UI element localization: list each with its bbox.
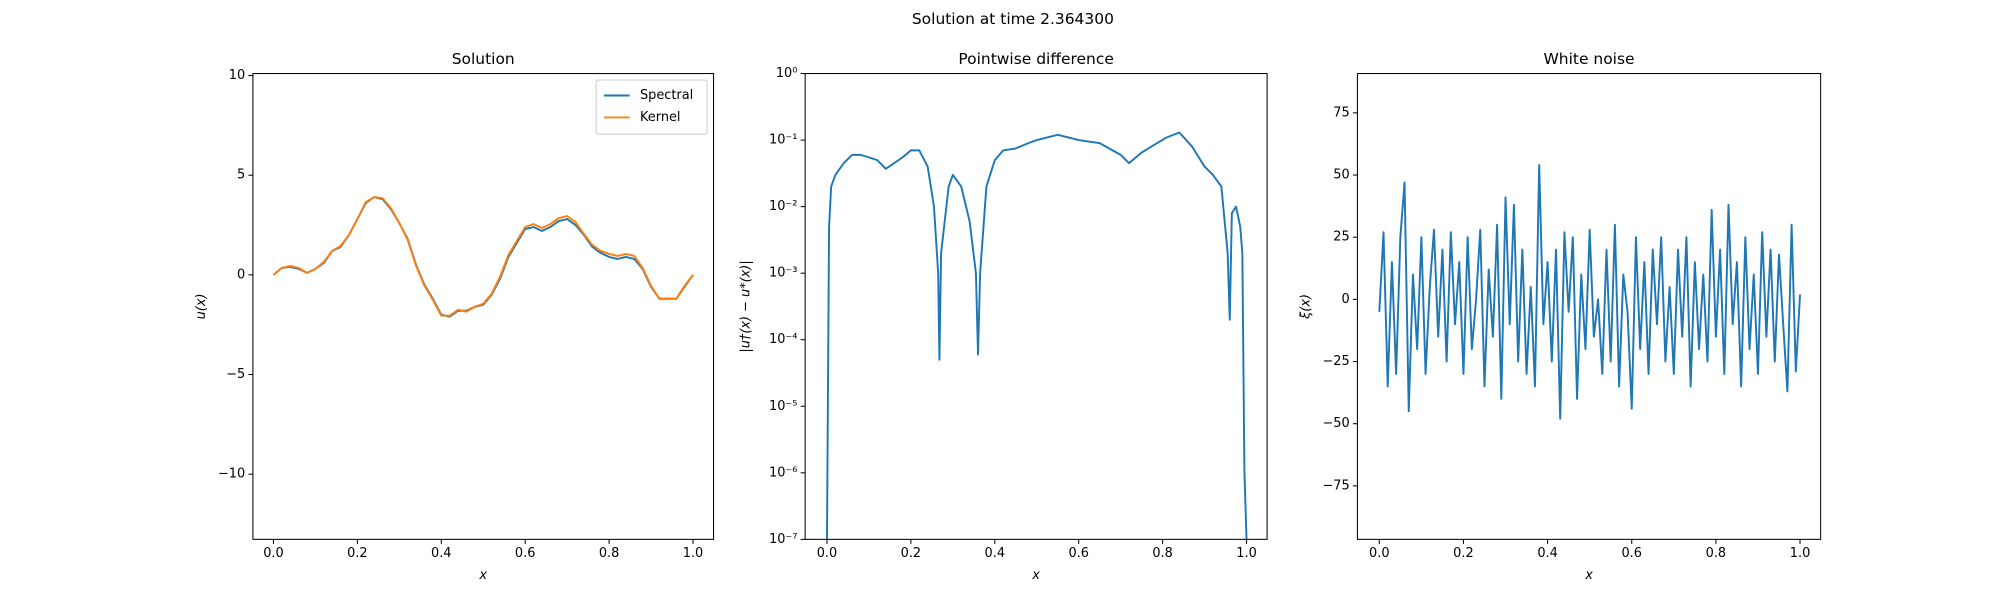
y-tick-label: 25 xyxy=(1333,230,1349,245)
y-tick-label: −75 xyxy=(1322,478,1349,493)
y-tick-label: −5 xyxy=(226,367,245,382)
x-axis-label: x xyxy=(1031,568,1040,583)
y-axis-label: ξ(x) xyxy=(1298,294,1313,320)
x-tick-label: 0.2 xyxy=(347,546,368,561)
x-tick-label: 0.6 xyxy=(1621,546,1642,561)
x-tick-label: 0.8 xyxy=(1152,546,1173,561)
x-tick-label: 0.2 xyxy=(901,546,922,561)
plot-area xyxy=(272,196,694,318)
x-tick-label: 0.4 xyxy=(431,546,452,561)
x-tick-label: 0.0 xyxy=(263,546,284,561)
axes-title: Pointwise difference xyxy=(958,50,1114,68)
y-tick-label: 10⁻⁷ xyxy=(769,532,797,547)
x-tick-label: 1.0 xyxy=(1236,546,1257,561)
x-axis-label: x xyxy=(478,568,487,583)
data-line xyxy=(826,131,1248,540)
y-tick-label: 10⁻¹ xyxy=(769,133,797,148)
y-tick-label: 75 xyxy=(1333,105,1349,120)
y-tick-label: −10 xyxy=(218,467,245,482)
legend-label: Kernel xyxy=(640,110,680,125)
y-axis-label: u(x) xyxy=(194,294,209,320)
axes-frame xyxy=(1356,73,1822,540)
x-tick-label: 1.0 xyxy=(1790,546,1811,561)
x-tick-label: 0.4 xyxy=(1537,546,1558,561)
axes-title: White noise xyxy=(1544,50,1635,68)
y-tick-label: 5 xyxy=(237,168,245,183)
y-tick-label: 10⁰ xyxy=(776,66,798,81)
legend-box xyxy=(595,79,708,135)
x-tick-label: 0.8 xyxy=(599,546,620,561)
y-tick-label: 10 xyxy=(229,68,245,83)
x-tick-label: 0.4 xyxy=(985,546,1006,561)
plot-area xyxy=(826,131,1248,540)
y-tick-label: 0 xyxy=(1341,292,1349,307)
x-tick-label: 1.0 xyxy=(683,546,704,561)
x-tick-label: 0.6 xyxy=(1068,546,1089,561)
y-tick-label: 10⁻⁴ xyxy=(769,332,797,347)
x-tick-label: 0.0 xyxy=(817,546,838,561)
y-tick-label: 10⁻⁵ xyxy=(769,399,797,414)
data-line xyxy=(272,196,694,317)
y-tick-label: 10⁻² xyxy=(769,199,797,214)
x-tick-label: 0.6 xyxy=(515,546,536,561)
axes-frame xyxy=(252,73,715,540)
y-tick-label: 10⁻⁶ xyxy=(769,465,797,480)
y-tick-label: −50 xyxy=(1322,416,1349,431)
axes-frame xyxy=(804,73,1268,540)
x-tick-label: 0.2 xyxy=(1453,546,1474,561)
x-axis-label: x xyxy=(1584,568,1593,583)
x-tick-label: 0.8 xyxy=(1706,546,1727,561)
figure-title: Solution at time 2.364300 xyxy=(912,10,1114,28)
axes-title: Solution xyxy=(452,50,515,68)
y-tick-label: 0 xyxy=(237,267,245,282)
legend-label: Spectral xyxy=(640,88,693,103)
y-tick-label: 10⁻³ xyxy=(769,266,797,281)
data-line xyxy=(272,196,694,318)
plot-area xyxy=(1378,164,1801,420)
legend: Spectral Kernel xyxy=(595,79,708,135)
y-tick-label: −25 xyxy=(1322,354,1349,369)
data-line xyxy=(1378,164,1801,420)
y-axis-label: |u†(x) − u*(x)| xyxy=(738,260,753,352)
x-tick-label: 0.0 xyxy=(1369,546,1390,561)
y-tick-label: 50 xyxy=(1333,168,1349,183)
